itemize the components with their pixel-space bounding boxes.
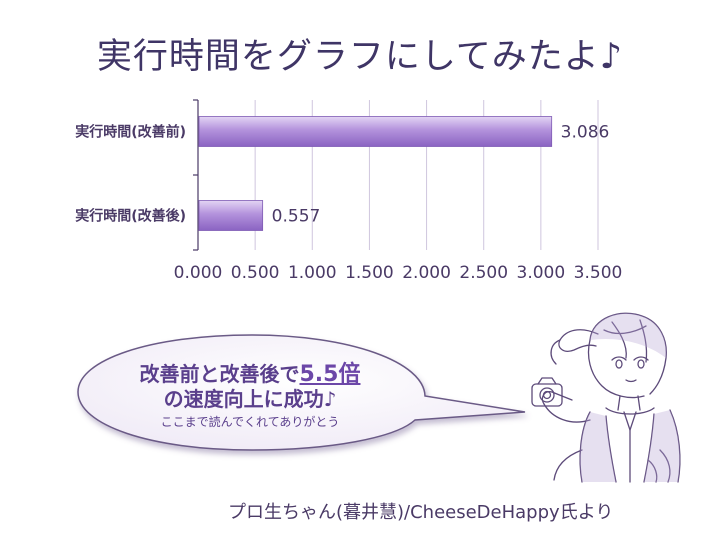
x-tick-label: 0.000 bbox=[174, 263, 223, 283]
credit-text: プロ生ちゃん(暮井慧)/CheeseDeHappy氏より bbox=[228, 502, 614, 523]
category-label: 実行時間(改善前) bbox=[75, 124, 186, 141]
x-tick-label: 2.500 bbox=[459, 263, 508, 283]
speech-bubble-text: 改善前と改善後で5.5倍 の速度向上に成功♪ ここまで読んでくれてありがとう bbox=[100, 362, 400, 431]
category-label: 実行時間(改善後) bbox=[75, 208, 186, 225]
data-label: 3.086 bbox=[561, 123, 610, 143]
bar bbox=[198, 116, 553, 147]
x-tick-label: 1.500 bbox=[345, 263, 394, 283]
slide-title: 実行時間をグラフにしてみたよ♪ bbox=[96, 37, 624, 77]
callout-line-1: 改善前と改善後で5.5倍 bbox=[100, 362, 400, 387]
bar bbox=[198, 200, 264, 231]
x-tick-label: 0.500 bbox=[231, 263, 280, 283]
x-tick-label: 2.000 bbox=[402, 263, 451, 283]
x-tick-label: 3.500 bbox=[574, 263, 623, 283]
x-tick-label: 3.000 bbox=[517, 263, 566, 283]
bar-chart: 0.000 0.500 1.000 1.500 2.000 2.500 3.000 3.500… bbox=[75, 99, 622, 284]
character-illustration bbox=[531, 312, 681, 483]
callout-line-2: の速度向上に成功♪ bbox=[163, 387, 337, 411]
chart-bars bbox=[198, 116, 553, 231]
speedup-ratio: 5.5倍 bbox=[299, 362, 361, 387]
x-tick-label: 1.000 bbox=[288, 263, 337, 283]
speech-bubble-shape bbox=[77, 334, 526, 451]
callout-line-3: ここまで読んでくれてありがとう bbox=[160, 415, 340, 429]
callout-prefix: 改善前と改善後で bbox=[139, 362, 300, 386]
chart-labels: 0.000 0.500 1.000 1.500 2.000 2.500 3.000 3.500… bbox=[75, 123, 622, 284]
data-label: 0.557 bbox=[272, 207, 321, 227]
